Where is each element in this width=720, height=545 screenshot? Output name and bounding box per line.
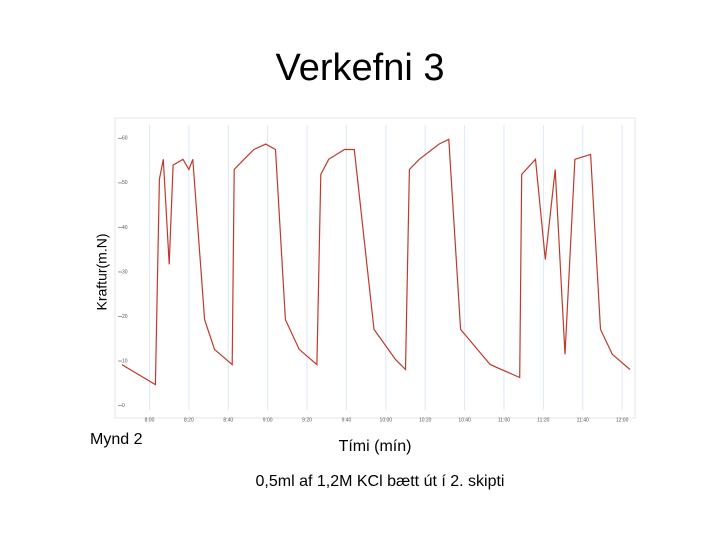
chart-frame (114, 117, 636, 419)
y-tick-label: 50 (122, 180, 128, 186)
x-tick-label: 11:40 (577, 417, 589, 423)
x-tick-label: 10:20 (419, 417, 432, 423)
y-tick-label: 20 (122, 314, 128, 320)
subtitle: 0,5ml af 1,2M KCl bætt út í 2. skipti (256, 473, 505, 490)
x-tick-label: 8:20 (184, 417, 194, 423)
y-tick-label: 40 (122, 225, 128, 231)
slide-title: Verkefni 3 (276, 47, 445, 89)
x-axis-label: Tími (mín) (339, 438, 412, 455)
y-tick-label: 0 (122, 403, 125, 409)
x-tick-label: 11:00 (498, 417, 510, 423)
x-tick-label: 8:00 (145, 417, 155, 423)
x-tick-label: 9:40 (342, 417, 352, 423)
x-tick-label: 11:20 (537, 417, 549, 423)
y-tick-label: 30 (122, 269, 128, 275)
y-axis-label: Kraftur(m.N) (94, 234, 110, 311)
y-tick-label: 60 (122, 136, 128, 142)
x-tick-label: 12:00 (616, 417, 629, 423)
y-tick-label: 10 (122, 358, 128, 364)
x-tick-label: 10:40 (458, 417, 471, 423)
x-tick-label: 8:40 (223, 417, 233, 423)
data-line (121, 138, 631, 386)
x-tick-label: 9:00 (263, 417, 273, 423)
x-tick-label: 10:00 (380, 417, 393, 423)
x-tick-label: 9:20 (302, 417, 312, 423)
caption: Mynd 2 (90, 431, 143, 448)
